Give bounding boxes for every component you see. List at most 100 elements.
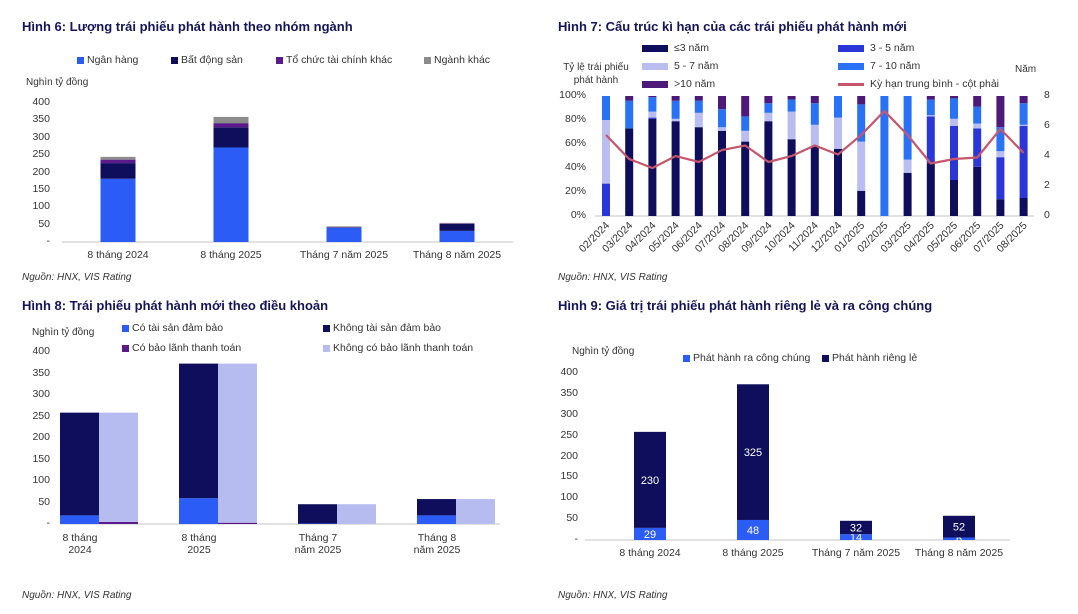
bar-segment bbox=[718, 130, 726, 216]
bar-segment bbox=[926, 116, 935, 164]
bar-segment bbox=[834, 148, 842, 216]
y-tick-label: 50 bbox=[566, 512, 578, 525]
category-label: 8 tháng 2025 bbox=[181, 532, 217, 556]
fig7-legend-item: 3 - 5 năm bbox=[838, 42, 914, 54]
y-tick-label: 350 bbox=[560, 386, 578, 399]
fig8-source: Nguồn: HNX, VIS Rating bbox=[22, 590, 132, 601]
bar-segment bbox=[213, 147, 249, 242]
bar-segment bbox=[634, 527, 666, 540]
category-label: Tháng 8 năm 2025 bbox=[914, 547, 1004, 559]
y-tick-label: 150 bbox=[32, 182, 50, 195]
data-label: 230 bbox=[641, 475, 659, 487]
bar-segment bbox=[671, 96, 680, 101]
fig9-title: Hình 9: Giá trị trái phiếu phát hành riê… bbox=[558, 298, 933, 313]
y-tick-label: - bbox=[46, 235, 51, 247]
bar-segment bbox=[857, 96, 866, 105]
data-label: 32 bbox=[850, 522, 862, 534]
bar-segment bbox=[671, 121, 680, 216]
bar-segment bbox=[950, 96, 958, 99]
bar-segment bbox=[834, 96, 842, 118]
bar-segment bbox=[840, 520, 872, 535]
legend-swatch bbox=[838, 62, 864, 70]
bar-segment bbox=[857, 141, 866, 191]
bar-segment bbox=[926, 96, 935, 100]
fig6-legend-item: Bất động sản bbox=[171, 54, 243, 66]
legend-swatch bbox=[323, 324, 330, 332]
fig7-title: Hình 7: Cấu trúc kì hạn của các trái phi… bbox=[558, 19, 907, 34]
data-label: 6 bbox=[956, 534, 962, 546]
category-label: Tháng 7 năm 2025 bbox=[299, 249, 389, 261]
y-tick-label: 300 bbox=[32, 388, 50, 400]
y-tick-label: - bbox=[46, 517, 51, 529]
bar-segment bbox=[741, 141, 750, 216]
y-tick-label: 50 bbox=[38, 217, 50, 230]
bar-segment bbox=[950, 126, 958, 180]
bar-segment bbox=[950, 98, 958, 119]
fig9-source: Nguồn: HNX, VIS Rating bbox=[558, 590, 668, 601]
bar-segment bbox=[973, 106, 982, 124]
legend-swatch bbox=[122, 344, 129, 352]
fig8-title: Hình 8: Trái phiếu phát hành mới theo đi… bbox=[22, 298, 329, 313]
bar-segment bbox=[213, 127, 249, 148]
bar-segment bbox=[950, 118, 958, 126]
fig7-legend-item: 5 - 7 năm bbox=[642, 60, 718, 72]
bar-segment bbox=[943, 515, 975, 538]
bar-segment bbox=[694, 100, 703, 113]
legend-swatch bbox=[122, 324, 129, 332]
fig6-legend-item: Ngành khác bbox=[424, 54, 490, 66]
legend-line-swatch bbox=[838, 82, 864, 86]
fig8-legend-item: Có bảo lãnh thanh toán bbox=[122, 342, 241, 354]
bar-segment bbox=[1019, 103, 1028, 125]
y-tick-label: 60% bbox=[564, 137, 586, 149]
bar-segment bbox=[625, 96, 634, 101]
bar-segment bbox=[1019, 96, 1028, 104]
bar-segment bbox=[326, 227, 362, 242]
bar-segment bbox=[671, 118, 680, 122]
bar-segment bbox=[648, 111, 657, 118]
bar-segment bbox=[718, 109, 726, 128]
bar-segment bbox=[298, 504, 337, 524]
bar-segment bbox=[973, 123, 982, 129]
y-tick-label: 300 bbox=[32, 130, 50, 143]
bar-segment bbox=[950, 180, 958, 216]
bar-segment bbox=[694, 112, 703, 128]
y-tick-label: 300 bbox=[560, 407, 578, 420]
bar-segment bbox=[840, 534, 872, 540]
y-tick-label: 200 bbox=[560, 449, 578, 462]
fig7-source: Nguồn: HNX, VIS Rating bbox=[558, 272, 668, 283]
bar-segment bbox=[179, 498, 218, 524]
data-label: 52 bbox=[953, 522, 965, 534]
bar-segment bbox=[996, 151, 1005, 158]
legend-swatch bbox=[642, 62, 668, 70]
bar-segment bbox=[648, 117, 657, 119]
bar-segment bbox=[634, 431, 666, 528]
bar-segment bbox=[926, 163, 935, 216]
bar-segment bbox=[903, 96, 912, 160]
bar-segment bbox=[810, 146, 819, 216]
bar-segment bbox=[741, 130, 750, 142]
bar-segment bbox=[179, 363, 218, 499]
bar-segment bbox=[741, 116, 750, 131]
data-label: 14 bbox=[850, 532, 862, 544]
category-label: 8 tháng 2024 bbox=[619, 547, 681, 559]
data-label: 48 bbox=[747, 525, 759, 537]
bar-segment bbox=[100, 159, 136, 164]
fig8-legend-item: Có tài sản đảm bảo bbox=[122, 322, 223, 334]
bar-segment bbox=[973, 96, 982, 107]
y-tick-label: 50 bbox=[38, 495, 50, 508]
legend-label: Bất động sản bbox=[181, 54, 243, 66]
bar-segment bbox=[694, 127, 703, 216]
bar-segment bbox=[100, 163, 136, 179]
legend-label: 3 - 5 năm bbox=[870, 42, 915, 54]
fig8-legend-item: Không tài sản đảm bảo bbox=[323, 322, 441, 334]
fig7-legend-item: ≤3 năm bbox=[642, 42, 709, 54]
legend-label: Có tài sản đảm bảo bbox=[132, 322, 224, 334]
legend-label: Không tài sản đảm bảo bbox=[333, 322, 441, 334]
category-label: 8 tháng 2025 bbox=[200, 249, 262, 261]
fig9-ylabel: Nghìn tỷ đồng bbox=[572, 346, 635, 357]
y-tick-label: 150 bbox=[32, 452, 50, 465]
bar-segment bbox=[810, 103, 819, 125]
y-tick-label: 250 bbox=[32, 409, 50, 422]
data-label: 29 bbox=[644, 529, 656, 541]
